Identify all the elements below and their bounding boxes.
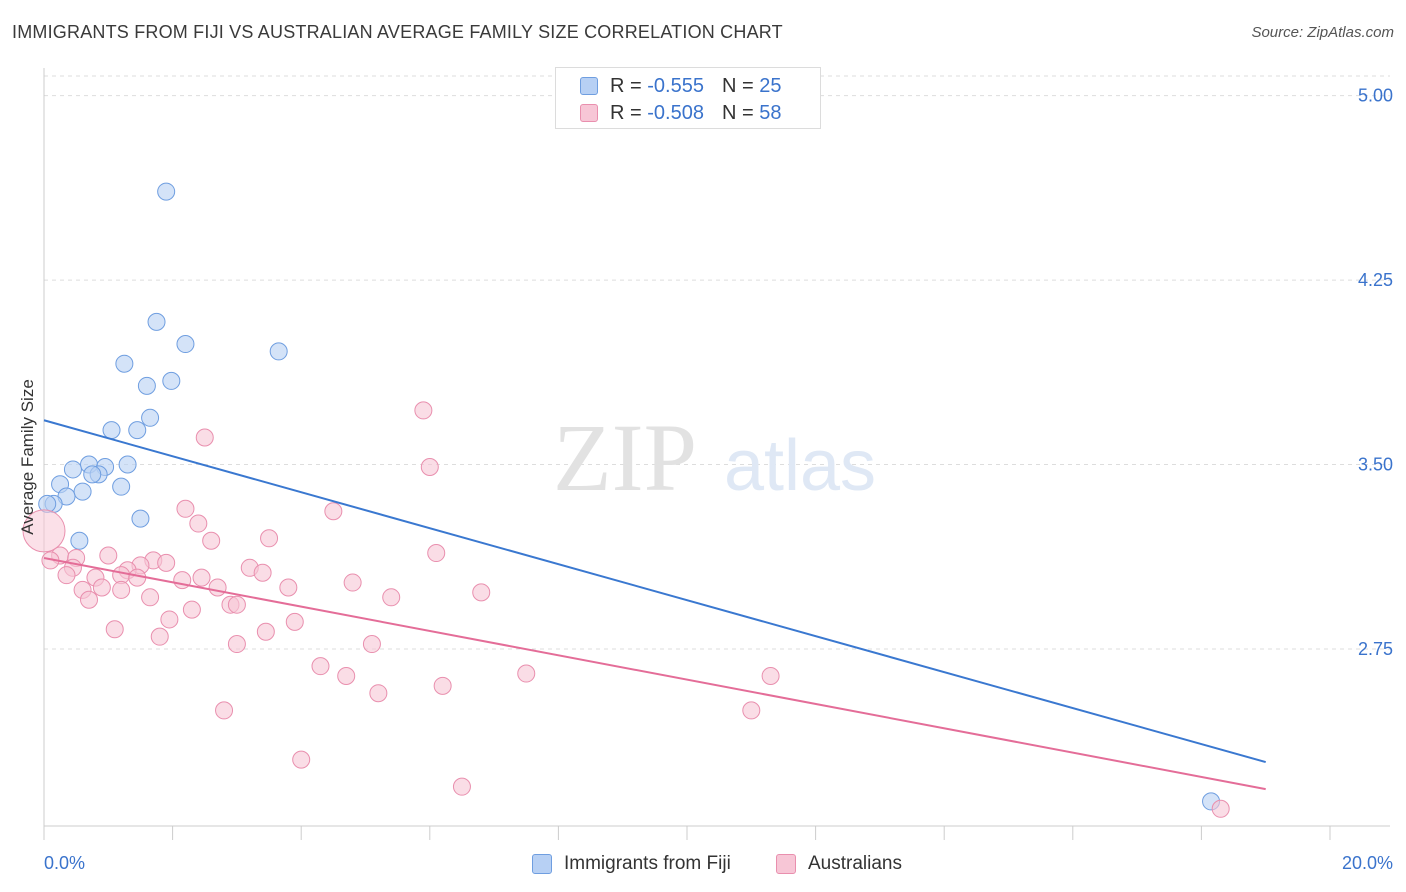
correlation-legend: R = -0.555 N = 25 R = -0.508 N = 58 (555, 67, 821, 129)
points-layer (22, 182, 1230, 818)
australians-point (105, 620, 124, 639)
series-legend-swatch-australians (776, 854, 796, 874)
fiji-point (131, 509, 150, 528)
australians-point (112, 580, 131, 599)
australians-point (253, 563, 272, 582)
australians-point (208, 578, 227, 597)
australians-point (742, 701, 761, 720)
australians-point (279, 578, 298, 597)
fiji-point (176, 335, 195, 354)
y-tick-label: 3.50 (1358, 455, 1393, 475)
fiji-point (73, 482, 92, 501)
australians-point (150, 627, 169, 646)
australians-point (337, 667, 356, 685)
australians-point (256, 622, 275, 641)
australians-point (80, 590, 99, 609)
legend-n-label: N = (721, 101, 754, 124)
legend-r-label: R = (610, 74, 642, 97)
australians-point (414, 401, 433, 420)
fiji-point (63, 460, 82, 479)
source-label: Source: ZipAtlas.com (1251, 24, 1394, 41)
legend-n-value: 58 (759, 101, 782, 124)
australians-trend-line (43, 556, 1266, 791)
fiji-point (162, 371, 181, 390)
australians-point (452, 777, 471, 796)
australians-point (260, 529, 279, 548)
fiji-point (70, 531, 89, 550)
australians-point (157, 553, 176, 572)
x-tick-label-max: 20.0% (1342, 853, 1393, 873)
australians-point (761, 667, 780, 685)
fiji-trend-line (43, 419, 1266, 764)
fiji-point (115, 354, 134, 373)
ytick-layer: 5.00 4.25 3.50 2.75 (1358, 86, 1393, 659)
axis-layer (43, 68, 1390, 840)
australians-point (382, 588, 401, 607)
australians-point (189, 514, 208, 533)
australians-point (1211, 799, 1230, 818)
australians-point (420, 457, 439, 476)
legend-n-value: 25 (759, 74, 782, 97)
australians-point (517, 664, 536, 683)
australians-point (176, 499, 195, 518)
series-legend-fiji: Immigrants from Fiji (532, 850, 731, 878)
legend-r-label: R = (610, 101, 642, 124)
x-tick-label-min: 0.0% (44, 853, 85, 873)
australians-point (202, 531, 221, 550)
fiji-point (157, 182, 176, 201)
fiji-point (137, 376, 156, 395)
australians-point (362, 635, 381, 654)
trend-layer (43, 419, 1266, 791)
chart-title: IMMIGRANTS FROM FIJI VS AUSTRALIAN AVERA… (12, 22, 783, 42)
australians-point (22, 509, 66, 553)
australians-point (433, 676, 452, 695)
australians-point (472, 583, 491, 602)
fiji-point (118, 455, 137, 474)
fiji-point (269, 342, 288, 361)
fiji-point (147, 312, 166, 331)
fiji-point (83, 465, 102, 484)
fiji-point (141, 408, 160, 427)
fiji-point (112, 477, 131, 496)
australians-point (99, 546, 118, 565)
y-axis-label: Average Family Size (18, 379, 37, 535)
y-tick-label: 5.00 (1358, 86, 1393, 106)
australians-point (285, 612, 304, 631)
legend-r-value: -0.508 (647, 101, 704, 124)
australians-point (160, 610, 179, 629)
watermark-atlas: atlas (724, 426, 876, 506)
legend-row-australians: R = -0.508 N = 58 (580, 101, 781, 125)
legend-swatch-fiji (580, 77, 598, 95)
fiji-point (128, 421, 147, 440)
australians-point (343, 573, 362, 592)
australians-point (195, 428, 214, 447)
y-tick-label: 2.75 (1358, 639, 1393, 659)
y-tick-label: 4.25 (1358, 270, 1393, 290)
australians-point (427, 544, 446, 563)
legend-n-label: N = (721, 74, 754, 97)
watermark: ZIP atlas (553, 404, 876, 511)
australians-point (311, 657, 330, 676)
australians-point (227, 595, 246, 614)
australians-point (324, 502, 343, 521)
australians-point (215, 701, 234, 720)
australians-point (57, 566, 76, 585)
australians-point (369, 684, 388, 703)
australians-point (141, 588, 160, 607)
australians-point (182, 600, 201, 619)
series-legend-swatch-fiji (532, 854, 552, 874)
australians-point (227, 635, 246, 654)
series-legend-australians: Australians (776, 850, 902, 878)
legend-row-fiji: R = -0.555 N = 25 (580, 74, 781, 98)
legend-swatch-australians (580, 104, 598, 122)
australians-point (192, 568, 211, 587)
series-legend-label-australians: Australians (808, 853, 902, 874)
watermark-zip: ZIP (553, 404, 697, 511)
fiji-point (102, 421, 121, 440)
legend-r-value: -0.555 (647, 74, 704, 97)
australians-point (292, 750, 311, 769)
australians-point (92, 578, 111, 597)
series-legend-label-fiji: Immigrants from Fiji (564, 853, 731, 874)
